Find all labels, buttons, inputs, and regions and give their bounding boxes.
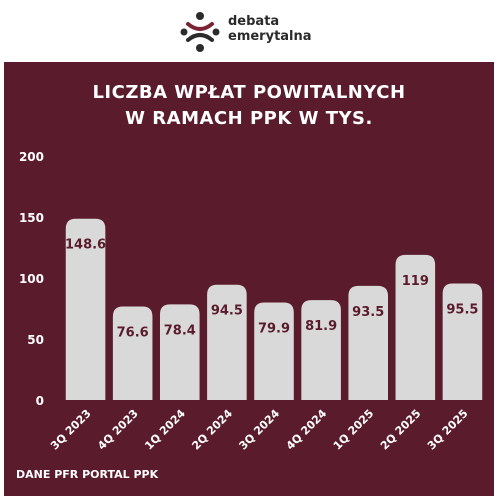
x-tick-label: 3Q 2025 [425,407,471,453]
y-tick-label: 200 [19,150,44,164]
source-note: DANE PFR PORTAL PPK [16,468,159,481]
bar [301,300,341,400]
x-tick-label: 1Q 2025 [331,407,377,453]
bar [207,284,247,400]
x-tick-label: 1Q 2024 [142,407,188,453]
brand-name: debata emerytalna [228,14,312,44]
bar [65,218,106,400]
bar [112,306,153,400]
bar [395,254,436,400]
y-tick-label: 0 [36,394,44,408]
data-label: 79.9 [258,322,290,337]
x-tick-label: 4Q 2023 [95,407,141,453]
brand-line-2: emerytalna [228,29,312,44]
x-tick-label: 3Q 2024 [237,407,283,453]
data-label: 78.4 [164,323,196,338]
data-label: 95.5 [446,302,478,317]
chart-title-line-1: LICZBA WPŁAT POWITALNYCH [92,82,406,103]
data-label: 93.5 [352,305,384,320]
y-tick-label: 100 [19,272,44,286]
x-tick-label: 2Q 2024 [189,407,235,453]
debata-emerytalna-logo-icon [180,12,220,52]
data-label: 148.6 [65,238,106,253]
bar [348,285,389,400]
data-label: 76.6 [117,326,149,341]
data-label: 94.5 [211,304,243,319]
header: debata emerytalna [0,0,498,62]
x-tick-label: 4Q 2024 [284,407,330,453]
y-tick-label: 150 [19,211,44,225]
chart-title-line-2: W RAMACH PPK W TYS. [125,108,373,129]
bar [254,302,294,400]
chart-panel: LICZBA WPŁAT POWITALNYCH W RAMACH PPK W … [4,62,494,496]
bar-chart: 0 50 100 150 200 148.6 3Q 2023 76.6 4Q 2023 78.4 1… [19,150,483,453]
bar [442,283,483,400]
x-tick-label: 2Q 2025 [378,407,424,453]
brand-line-1: debata [228,14,280,29]
x-tick-label: 3Q 2023 [48,407,94,453]
y-tick-label: 50 [27,333,44,347]
data-label: 119 [402,274,429,289]
data-label: 81.9 [305,319,337,334]
bar [159,304,200,400]
